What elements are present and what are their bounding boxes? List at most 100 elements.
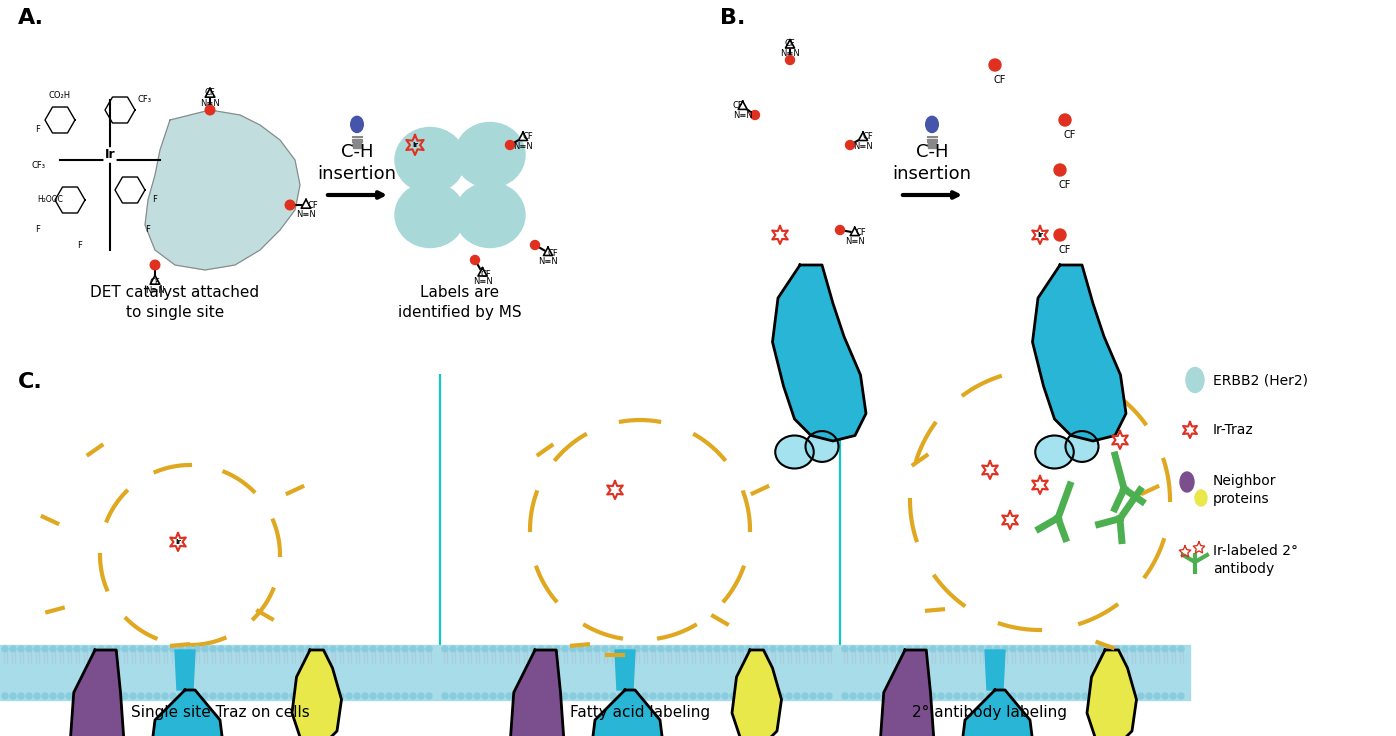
Circle shape bbox=[730, 693, 736, 699]
Circle shape bbox=[285, 200, 295, 210]
Circle shape bbox=[362, 693, 369, 699]
Circle shape bbox=[34, 646, 40, 652]
Circle shape bbox=[801, 693, 808, 699]
Circle shape bbox=[602, 693, 609, 699]
Circle shape bbox=[162, 646, 168, 652]
Circle shape bbox=[898, 693, 905, 699]
Circle shape bbox=[625, 693, 632, 699]
Circle shape bbox=[642, 693, 648, 699]
Circle shape bbox=[355, 693, 360, 699]
Circle shape bbox=[874, 646, 879, 652]
Text: Fatty acid labeling: Fatty acid labeling bbox=[570, 705, 711, 720]
Circle shape bbox=[1034, 693, 1040, 699]
Circle shape bbox=[986, 693, 993, 699]
Circle shape bbox=[322, 693, 328, 699]
Text: CF: CF bbox=[733, 101, 743, 110]
Circle shape bbox=[242, 646, 248, 652]
Circle shape bbox=[290, 693, 296, 699]
Circle shape bbox=[771, 646, 776, 652]
Circle shape bbox=[1129, 646, 1136, 652]
Circle shape bbox=[89, 693, 96, 699]
Circle shape bbox=[610, 646, 616, 652]
Text: N≡N: N≡N bbox=[145, 286, 165, 295]
Circle shape bbox=[179, 646, 184, 652]
Circle shape bbox=[826, 693, 832, 699]
Circle shape bbox=[810, 646, 817, 652]
Circle shape bbox=[235, 693, 240, 699]
Polygon shape bbox=[518, 132, 528, 141]
Circle shape bbox=[290, 646, 296, 652]
Circle shape bbox=[546, 693, 551, 699]
Text: Ir-Traz: Ir-Traz bbox=[1213, 423, 1254, 437]
Circle shape bbox=[914, 693, 920, 699]
Circle shape bbox=[1161, 646, 1168, 652]
Circle shape bbox=[602, 646, 609, 652]
Polygon shape bbox=[859, 132, 867, 141]
FancyBboxPatch shape bbox=[928, 139, 935, 148]
Circle shape bbox=[458, 646, 463, 652]
Circle shape bbox=[186, 646, 193, 652]
Circle shape bbox=[690, 693, 697, 699]
Polygon shape bbox=[786, 40, 794, 48]
Circle shape bbox=[114, 646, 120, 652]
Circle shape bbox=[778, 646, 785, 652]
Text: Ir: Ir bbox=[412, 142, 417, 148]
Circle shape bbox=[683, 646, 688, 652]
Circle shape bbox=[690, 646, 697, 652]
Circle shape bbox=[458, 693, 463, 699]
Circle shape bbox=[651, 646, 656, 652]
Circle shape bbox=[683, 693, 688, 699]
Circle shape bbox=[1067, 646, 1072, 652]
Polygon shape bbox=[145, 110, 300, 270]
Circle shape bbox=[537, 693, 544, 699]
Text: C-H
insertion: C-H insertion bbox=[317, 143, 396, 183]
Circle shape bbox=[209, 693, 216, 699]
Text: CF: CF bbox=[994, 75, 1007, 85]
Circle shape bbox=[618, 646, 624, 652]
Circle shape bbox=[450, 693, 456, 699]
Circle shape bbox=[850, 646, 856, 652]
Circle shape bbox=[953, 646, 960, 652]
Polygon shape bbox=[292, 650, 342, 736]
Circle shape bbox=[563, 646, 568, 652]
Circle shape bbox=[842, 693, 847, 699]
Circle shape bbox=[1009, 646, 1016, 652]
Text: CF: CF bbox=[307, 200, 318, 210]
Text: N≡N: N≡N bbox=[853, 142, 872, 151]
Circle shape bbox=[906, 693, 912, 699]
Circle shape bbox=[634, 646, 639, 652]
Circle shape bbox=[786, 55, 794, 65]
Circle shape bbox=[282, 693, 288, 699]
Circle shape bbox=[698, 693, 704, 699]
Circle shape bbox=[778, 693, 785, 699]
Polygon shape bbox=[738, 101, 747, 110]
Text: CF: CF bbox=[1058, 245, 1071, 255]
Circle shape bbox=[859, 646, 864, 652]
Circle shape bbox=[625, 646, 632, 652]
Circle shape bbox=[745, 646, 752, 652]
Circle shape bbox=[722, 646, 727, 652]
Text: C.: C. bbox=[18, 372, 43, 392]
Circle shape bbox=[1067, 693, 1072, 699]
Circle shape bbox=[74, 646, 80, 652]
Circle shape bbox=[938, 693, 944, 699]
Text: B.: B. bbox=[720, 8, 745, 28]
Circle shape bbox=[666, 646, 671, 652]
Circle shape bbox=[151, 261, 159, 270]
Text: Ir: Ir bbox=[105, 149, 116, 161]
Circle shape bbox=[1, 693, 8, 699]
Circle shape bbox=[842, 646, 847, 652]
Circle shape bbox=[921, 693, 928, 699]
Circle shape bbox=[1074, 646, 1081, 652]
Circle shape bbox=[329, 646, 336, 652]
Circle shape bbox=[138, 646, 144, 652]
Circle shape bbox=[1106, 646, 1113, 652]
Circle shape bbox=[470, 255, 479, 264]
Circle shape bbox=[186, 693, 193, 699]
Circle shape bbox=[82, 693, 88, 699]
Circle shape bbox=[59, 693, 64, 699]
Circle shape bbox=[18, 693, 24, 699]
Circle shape bbox=[962, 646, 967, 652]
Circle shape bbox=[634, 693, 639, 699]
Circle shape bbox=[859, 693, 864, 699]
